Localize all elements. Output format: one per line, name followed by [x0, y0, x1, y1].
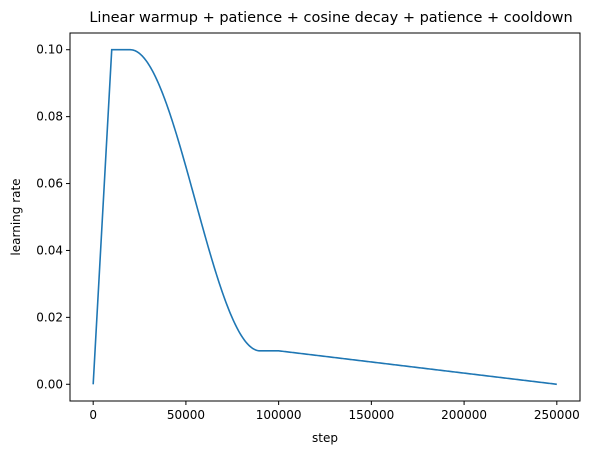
- x-tick-label: 50000: [167, 408, 205, 422]
- plot-area: 0 50000 100000 150000 200000 250000 0.000.020…: [36, 32, 581, 422]
- y-tick-label: 0.08: [36, 110, 63, 124]
- y-tick-label: 0.06: [36, 177, 63, 191]
- y-axis-label: learning rate: [9, 178, 23, 255]
- axes-frame: [69, 32, 581, 402]
- chart-title: Linear warmup + patience + cosine decay …: [89, 10, 572, 26]
- y-tick-label: 0.02: [36, 310, 63, 324]
- learning-rate-line: [92, 48, 557, 386]
- y-tick-label: 0.00: [36, 377, 63, 391]
- x-axis-label: step: [312, 431, 338, 445]
- x-tick-label: 150000: [348, 408, 394, 422]
- x-tick-label: 250000: [534, 408, 580, 422]
- x-axis: 0 50000 100000 150000 200000 250000: [89, 401, 580, 422]
- y-axis: 0.00 0.02 0.04 0.06 0.08 0.10: [36, 43, 70, 391]
- y-tick-label: 0.04: [36, 243, 63, 257]
- x-tick-label: 200000: [441, 408, 487, 422]
- x-tick-label: 100000: [256, 408, 302, 422]
- y-tick-label: 0.10: [36, 43, 63, 57]
- x-tick-label: 0: [89, 408, 97, 422]
